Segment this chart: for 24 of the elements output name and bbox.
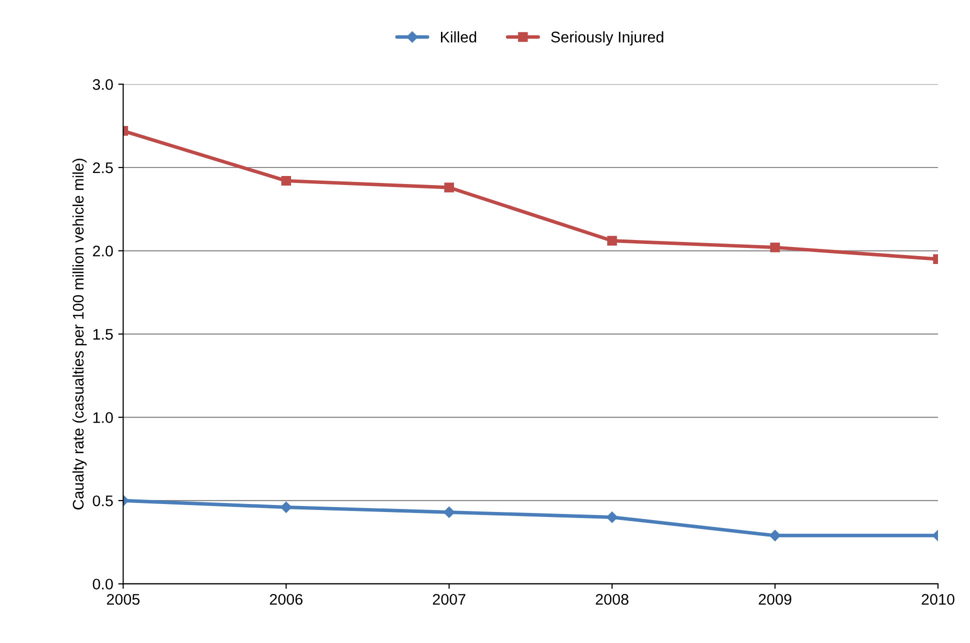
y-tick-label: 1.5	[93, 329, 113, 340]
legend-label: Killed	[440, 31, 476, 42]
y-tick-label: 2.0	[93, 246, 113, 256]
point	[769, 530, 781, 542]
x-tick-label: 2009	[758, 594, 792, 605]
y-tick-label: 2.5	[93, 162, 113, 174]
point	[280, 502, 292, 513]
x-tick-label: 2008	[596, 594, 628, 605]
x-tick-label: 2007	[432, 594, 466, 605]
x-tick-label: 2006	[270, 594, 302, 605]
point	[444, 506, 455, 518]
point	[444, 182, 454, 192]
point	[606, 512, 618, 523]
y-tick-label: 0.0	[92, 578, 113, 590]
point	[607, 236, 617, 246]
y-tick-label: 3.0	[92, 79, 113, 90]
legend-label: Seriously Injured	[551, 31, 664, 46]
point	[281, 176, 292, 186]
x-tick-label: 2005	[106, 594, 140, 605]
y-tick-label: 0.5	[92, 495, 113, 506]
point	[770, 242, 780, 252]
x-tick-label: 2010	[922, 594, 954, 605]
y-axis-title: Caualty rate (casualties per 100 million vehicle mile)	[72, 158, 87, 510]
y-tick-label: 1.0	[93, 412, 113, 423]
